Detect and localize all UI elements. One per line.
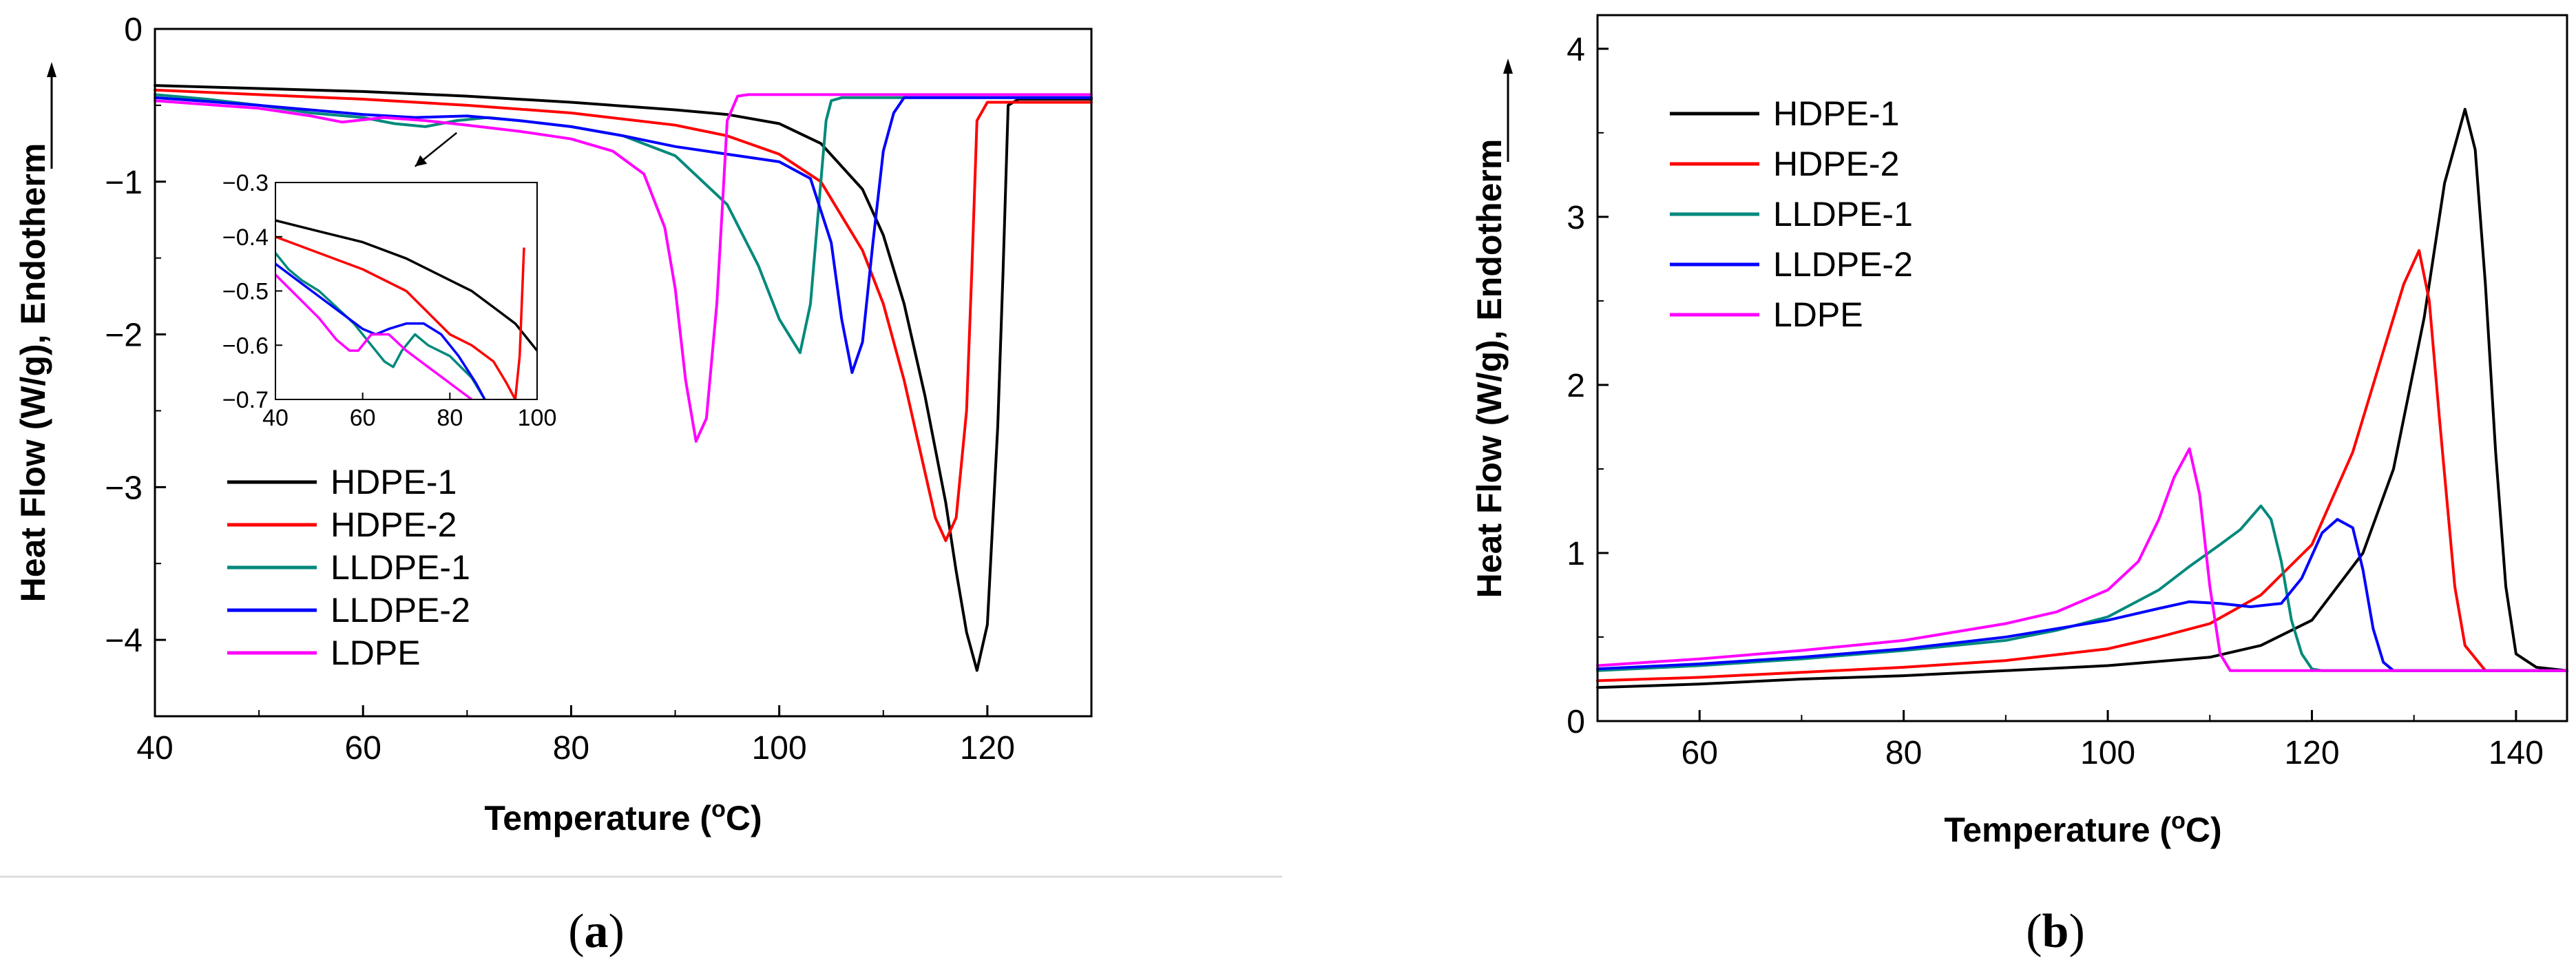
legend-label: HDPE-2 (1773, 145, 1899, 183)
y-tick-label: −1 (105, 165, 143, 201)
series-line-lldpe-2 (154, 96, 1093, 374)
series-line-hdpe-2 (154, 88, 1093, 542)
series-line-lldpe-1 (1596, 504, 2568, 672)
x-tick-label: 100 (752, 730, 807, 767)
inset-x-tick-label: 40 (262, 405, 289, 431)
y-tick-label: 4 (1567, 32, 1585, 68)
legend-label: LLDPE-1 (331, 548, 470, 587)
legend-label: LDPE (331, 634, 421, 672)
series-line-ldpe (1596, 447, 2568, 672)
x-axis-title-a: Temperature (oC) (484, 796, 762, 837)
ticks-group-b: 60 80 100 120 140 0 1 2 3 4 (1567, 32, 2544, 771)
inset-series-line-ldpe (275, 273, 473, 399)
y-tick-label: 0 (124, 12, 143, 48)
series-line-lldpe-2 (1596, 518, 2568, 672)
inset-y-tick-label: −0.6 (222, 333, 269, 359)
legend-item-hdpe-1: HDPE-1 (1670, 94, 1899, 133)
y-tick-label: −2 (105, 317, 143, 354)
legend-item-hdpe-2: HDPE-2 (1670, 145, 1899, 183)
ticks-group-a: 40 60 80 100 120 0 −1 −2 −3 −4 (105, 12, 1015, 767)
legend-item-ldpe: LDPE (227, 634, 421, 672)
x-tick-label: 80 (553, 730, 589, 767)
x-tick-label: 120 (2284, 735, 2339, 771)
chart-panel-b: 60 80 100 120 140 0 1 2 3 4 Temperature (oC) Heat… (1470, 14, 2568, 849)
inset-x-tick-label: 100 (518, 405, 557, 431)
y-tick-label: 0 (1567, 704, 1585, 740)
series-line-ldpe (154, 93, 1093, 443)
series-line-hdpe-2 (1596, 249, 2568, 683)
legend-item-hdpe-2: HDPE-2 (227, 506, 457, 544)
inset-y-tick-label: −0.3 (222, 170, 269, 196)
x-tick-label: 140 (2489, 735, 2544, 771)
plot-frame-b (1596, 14, 2568, 722)
x-tick-label: 60 (345, 730, 381, 767)
inset-y-tick-label: −0.5 (222, 279, 269, 305)
legend-label: LLDPE-1 (1773, 195, 1913, 233)
inset-series-line-lldpe-1 (275, 252, 486, 399)
y-axis-title-a: Heat Flow (W/g), Endotherm (14, 143, 52, 603)
inset-arrow-annotation (414, 132, 458, 167)
x-tick-label: 120 (960, 730, 1015, 767)
x-tick-label: 100 (2080, 735, 2135, 771)
legend-label: HDPE-1 (1773, 94, 1899, 133)
inset-series-line-hdpe-2 (275, 236, 525, 399)
legend-item-lldpe-2: LLDPE-2 (1670, 245, 1913, 284)
inset-y-tick-label: −0.7 (222, 387, 269, 413)
x-tick-label: 80 (1885, 735, 1922, 771)
series-line-hdpe-1 (1596, 107, 2568, 689)
inset-series-line-lldpe-2 (275, 262, 486, 399)
arrow-head (415, 155, 428, 167)
legend-label: LLDPE-2 (1773, 245, 1913, 284)
legend-item-lldpe-1: LLDPE-1 (227, 548, 470, 587)
inset-chart-a: 40 60 80 100 −0.3 −0.4 −0.5 −0.6 −0.7 (222, 170, 556, 431)
series-group-a (154, 84, 1093, 672)
legend-label: LDPE (1773, 295, 1863, 334)
x-axis-title-b: Temperature (oC) (1944, 808, 2221, 849)
y-tick-label: −3 (105, 470, 143, 506)
plot-frame-a (154, 28, 1093, 718)
inset-series-group (275, 219, 537, 399)
y-tick-label: 1 (1567, 536, 1585, 572)
y-tick-label: −4 (105, 623, 143, 659)
legend-item-lldpe-1: LLDPE-1 (1670, 195, 1913, 233)
legend-item-hdpe-1: HDPE-1 (227, 463, 457, 501)
chart-panel-a: 40 60 80 100 120 0 −1 −2 −3 −4 Temperature (oC) H… (14, 12, 1093, 837)
y-axis-arrow-b (1503, 59, 1513, 162)
panel-label-a: (a) (568, 905, 625, 958)
inset-series-line-hdpe-1 (275, 219, 537, 352)
series-line-hdpe-1 (154, 84, 1093, 672)
inset-x-tick-label: 60 (350, 405, 376, 431)
y-axis-arrow-a (47, 62, 56, 169)
x-tick-label: 40 (136, 730, 173, 767)
legend-label: LLDPE-2 (331, 591, 470, 629)
legend-item-lldpe-2: LLDPE-2 (227, 591, 470, 629)
inset-x-tick-label: 80 (437, 405, 463, 431)
series-group-b (1596, 107, 2568, 689)
legend-item-ldpe: LDPE (1670, 295, 1863, 334)
x-tick-label: 60 (1682, 735, 1718, 771)
y-tick-label: 2 (1567, 368, 1585, 404)
y-axis-title-b: Heat Flow (W/g), Endotherm (1470, 139, 1509, 598)
legend-label: HDPE-2 (331, 506, 457, 544)
inset-ticks-group: 40 60 80 100 −0.3 −0.4 −0.5 −0.6 −0.7 (222, 170, 556, 431)
y-tick-label: 3 (1567, 200, 1585, 236)
legend-label: HDPE-1 (331, 463, 457, 501)
inset-y-tick-label: −0.4 (222, 225, 269, 251)
panel-label-b: (b) (2026, 905, 2085, 958)
legend-a: HDPE-1 HDPE-2 LLDPE-1 LLDPE-2 LDPE (227, 463, 470, 672)
legend-b: HDPE-1 HDPE-2 LLDPE-1 LLDPE-2 LDPE (1670, 94, 1913, 334)
